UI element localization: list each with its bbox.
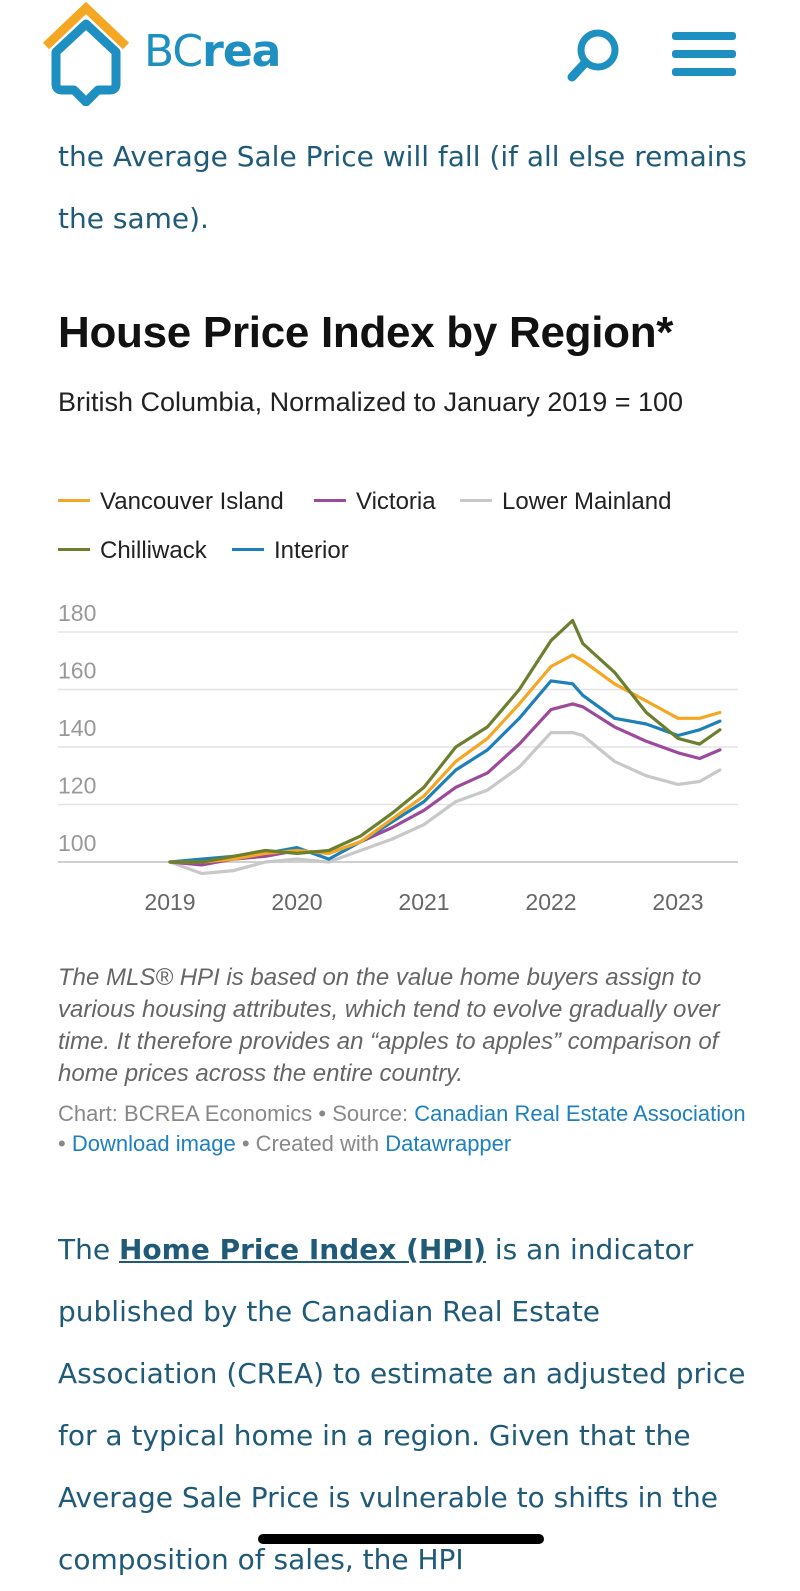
x-tick-label: 2021 bbox=[398, 889, 449, 915]
logo-bc: BC bbox=[144, 26, 203, 77]
credit-created-prefix: Created with bbox=[255, 1131, 380, 1156]
legend-item-victoria: Victoria bbox=[314, 488, 436, 516]
x-tick-label: 2023 bbox=[652, 889, 703, 915]
hamburger-icon bbox=[672, 50, 736, 58]
legend-item-interior: Interior bbox=[232, 537, 349, 565]
search-button[interactable] bbox=[566, 28, 622, 84]
body-rest: is an indicator published by the Canadia… bbox=[58, 1233, 746, 1576]
search-icon bbox=[567, 29, 619, 82]
series-line-victoria bbox=[168, 702, 722, 867]
credit-chart-by: Chart: BCREA Economics bbox=[58, 1101, 313, 1126]
intro-paragraph: the Average Sale Price will fall (if all… bbox=[58, 140, 747, 235]
home-indicator[interactable] bbox=[258, 1534, 544, 1544]
site-header: BCrea bbox=[0, 0, 800, 118]
legend-item-chilliwack: Chilliwack bbox=[58, 537, 207, 565]
legend-label: Vancouver Island bbox=[100, 488, 284, 515]
y-tick-label: 160 bbox=[58, 658, 96, 684]
y-tick-label: 180 bbox=[58, 600, 96, 626]
chart-subtitle: British Columbia, Normalized to January … bbox=[58, 387, 684, 417]
chart-title: House Price Index by Region* bbox=[58, 308, 674, 357]
series-line-vancouver-island bbox=[168, 653, 722, 864]
datawrapper-link[interactable]: Datawrapper bbox=[385, 1131, 512, 1156]
y-tick-label: 100 bbox=[58, 830, 96, 856]
body-paragraph: The Home Price Index (HPI) is an indicat… bbox=[58, 1219, 758, 1591]
body-prefix: The bbox=[58, 1233, 119, 1266]
legend-label: Victoria bbox=[356, 488, 436, 515]
legend-swatch bbox=[58, 548, 90, 552]
y-tick-label: 120 bbox=[58, 773, 96, 799]
x-tick-label: 2019 bbox=[144, 889, 195, 915]
source-link[interactable]: Canadian Real Estate Association bbox=[414, 1101, 746, 1126]
bcrea-logo-icon[interactable] bbox=[40, 1, 132, 111]
series-line-lower-mainland bbox=[168, 731, 722, 876]
credit-source-prefix: Source: bbox=[332, 1101, 409, 1126]
credit-sep: • bbox=[235, 1131, 256, 1156]
series-line-chilliwack bbox=[168, 618, 722, 864]
bcrea-logo-text[interactable]: BCrea bbox=[144, 30, 281, 74]
legend-label: Lower Mainland bbox=[502, 488, 672, 515]
legend-swatch bbox=[460, 499, 492, 503]
hpi-line-chart: 100 120 140 160 180 2019 2020 2021 2022 2023 bbox=[58, 600, 738, 915]
download-image-link[interactable]: Download image bbox=[71, 1131, 236, 1156]
menu-button[interactable] bbox=[672, 32, 738, 80]
logo-rea: rea bbox=[202, 26, 281, 77]
hpi-link[interactable]: Home Price Index (HPI) bbox=[118, 1233, 486, 1266]
chart-note: The MLS® HPI is based on the value home … bbox=[58, 964, 720, 1087]
chart-credits: Chart: BCREA Economics • Source: Canadia… bbox=[58, 1099, 758, 1159]
x-tick-label: 2020 bbox=[271, 889, 322, 915]
y-tick-label: 140 bbox=[58, 715, 96, 741]
hamburger-icon bbox=[672, 68, 736, 76]
legend-label: Interior bbox=[274, 537, 349, 564]
legend-label: Chilliwack bbox=[100, 537, 207, 564]
legend-swatch bbox=[232, 548, 264, 552]
hamburger-icon bbox=[672, 32, 736, 40]
legend-swatch bbox=[314, 499, 346, 503]
legend-item-lower-mainland: Lower Mainland bbox=[460, 488, 671, 516]
x-tick-label: 2022 bbox=[525, 889, 576, 915]
legend-swatch bbox=[58, 499, 90, 503]
credit-sep: • bbox=[312, 1101, 333, 1126]
legend-item-vancouver-island: Vancouver Island bbox=[58, 488, 284, 516]
credit-sep: • bbox=[58, 1131, 72, 1156]
